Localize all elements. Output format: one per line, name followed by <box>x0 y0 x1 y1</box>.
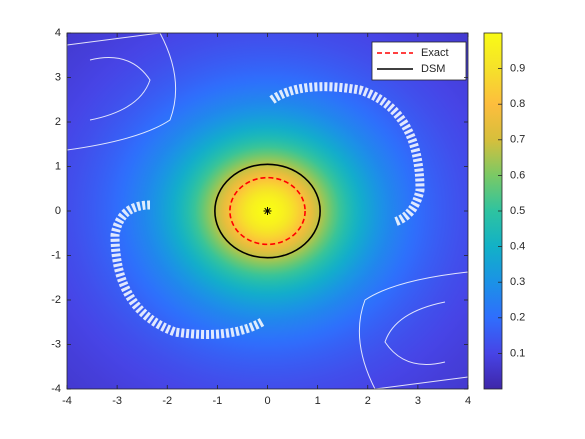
y-tick-label: -1 <box>51 249 61 261</box>
contour-corner <box>67 33 177 151</box>
x-tick-label: 3 <box>415 395 421 407</box>
colorbar-tick-label: 0.6 <box>510 169 525 181</box>
colorbar-tick-label: 0.1 <box>510 347 525 359</box>
x-tick-label: -4 <box>62 395 72 407</box>
source-marker <box>263 207 272 215</box>
colorbar-tick-label: 0.5 <box>510 205 525 217</box>
y-tick-label: 1 <box>55 160 61 172</box>
x-tick-label: 2 <box>365 395 371 407</box>
contour-corner <box>384 301 446 365</box>
x-tick-label: -1 <box>212 395 222 407</box>
x-tick-label: 4 <box>465 395 471 407</box>
colorbar-tick-label: 0.3 <box>510 276 525 288</box>
colorbar-tick-label: 0.8 <box>510 98 525 110</box>
y-tick-label: 4 <box>55 27 61 39</box>
colorbar-tick-label: 0.9 <box>510 63 525 75</box>
legend-label: Exact <box>421 47 449 59</box>
boundary-curve <box>229 176 306 246</box>
colorbar-tick-label: 0.7 <box>510 134 525 146</box>
y-tick-label: -2 <box>51 294 61 306</box>
colorbar-tick-label: 0.2 <box>510 312 525 324</box>
contour-corner <box>358 271 468 389</box>
colorbar-tick-label: 0.4 <box>510 241 525 253</box>
legend: Exact DSM <box>371 41 467 81</box>
contour-corner <box>89 57 151 121</box>
legend-label: DSM <box>421 63 445 75</box>
x-tick-label: -3 <box>112 395 122 407</box>
y-tick-label: 2 <box>55 116 61 128</box>
contour-lines <box>67 33 468 389</box>
y-tick-label: -4 <box>51 383 61 395</box>
source-marker-stroke <box>264 207 271 215</box>
boundary-curve <box>214 163 321 259</box>
y-tick-label: 0 <box>55 205 61 217</box>
legend-box <box>371 41 467 81</box>
y-tick-label: -3 <box>51 338 61 350</box>
x-tick-label: -2 <box>162 395 172 407</box>
x-tick-label: 1 <box>315 395 321 407</box>
y-tick-label: 3 <box>55 71 61 83</box>
x-tick-label: 0 <box>264 395 270 407</box>
contour-arc <box>110 200 265 339</box>
